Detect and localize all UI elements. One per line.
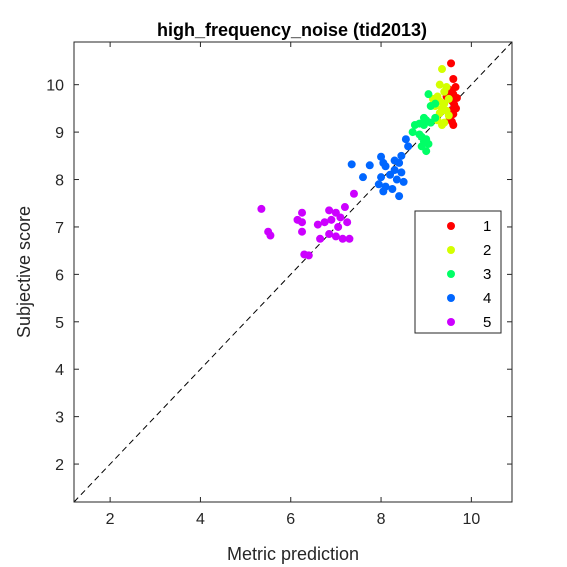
x-tick-label: 6 — [286, 511, 295, 528]
chart-title: high_frequency_noise (tid2013) — [157, 20, 427, 40]
data-point-series-5 — [338, 234, 347, 243]
data-point-series-5 — [349, 189, 358, 198]
data-point-series-3 — [422, 147, 431, 156]
data-point-series-1 — [449, 120, 458, 129]
data-point-series-3 — [426, 102, 435, 111]
legend-marker-1 — [447, 222, 455, 230]
reference-line — [73, 41, 513, 503]
x-axis-ticks: 2 4 6 8 10 — [106, 42, 480, 528]
y-tick-label: 8 — [55, 173, 64, 190]
data-point-series-5 — [257, 204, 266, 213]
data-point-series-5 — [325, 230, 334, 239]
data-point-series-3 — [431, 113, 440, 122]
y-tick-label: 4 — [55, 362, 64, 379]
y-tick-label: 5 — [55, 315, 64, 332]
data-point-series-5 — [334, 222, 343, 231]
data-point-series-2 — [435, 80, 444, 89]
data-point-series-3 — [424, 90, 433, 99]
data-point-series-5 — [313, 220, 322, 229]
data-point-series-5 — [343, 218, 352, 227]
data-point-series-3 — [424, 139, 433, 148]
y-axis-label: Subjective score — [14, 206, 34, 338]
legend-label-4: 4 — [483, 290, 491, 307]
data-point-series-1 — [449, 74, 458, 83]
legend-marker-3 — [447, 270, 455, 278]
data-point-series-4 — [365, 161, 374, 170]
y-tick-label: 10 — [46, 78, 64, 95]
data-point-series-3 — [410, 120, 419, 129]
legend-marker-4 — [447, 294, 455, 302]
data-point-series-4 — [395, 158, 404, 167]
data-point-series-4 — [395, 192, 404, 201]
legend-label-1: 1 — [483, 218, 491, 235]
data-point-series-4 — [377, 173, 386, 182]
y-tick-label: 6 — [55, 267, 64, 284]
data-point-series-4 — [401, 135, 410, 144]
plot-frame — [73, 41, 513, 503]
data-point-series-5 — [345, 234, 354, 243]
data-point-series-4 — [392, 175, 401, 184]
data-point-series-1 — [447, 59, 456, 68]
x-tick-label: 4 — [196, 511, 205, 528]
data-point-series-4 — [347, 160, 356, 169]
legend-label-3: 3 — [483, 266, 491, 283]
data-point-series-4 — [404, 142, 413, 151]
x-tick-label: 10 — [462, 511, 480, 528]
data-point-series-4 — [377, 152, 386, 161]
data-point-series-5 — [298, 218, 307, 227]
x-tick-label: 8 — [377, 511, 386, 528]
x-tick-label: 2 — [106, 511, 115, 528]
legend: 1 2 3 4 5 — [414, 210, 502, 334]
y-axis-ticks: 2 3 4 5 6 7 8 9 10 — [46, 78, 512, 474]
data-point-series-2 — [438, 120, 447, 129]
data-point-series-4 — [379, 187, 388, 196]
data-point-series-2 — [440, 87, 449, 96]
data-point-series-5 — [266, 231, 275, 240]
data-point-series-3 — [419, 120, 428, 129]
y-tick-label: 7 — [55, 220, 64, 237]
data-point-series-4 — [386, 170, 395, 179]
legend-label-2: 2 — [483, 242, 491, 259]
data-point-series-4 — [397, 168, 406, 177]
legend-marker-2 — [447, 246, 455, 254]
data-point-series-5 — [298, 227, 307, 236]
data-point-series-5 — [298, 208, 307, 217]
x-axis-label: Metric prediction — [227, 544, 359, 564]
data-point-series-5 — [325, 206, 334, 215]
data-point-series-5 — [304, 251, 313, 260]
data-point-series-5 — [331, 232, 340, 241]
data-point-series-2 — [444, 111, 453, 120]
data-point-series-5 — [320, 218, 329, 227]
data-point-series-5 — [316, 234, 325, 243]
data-point-series-5 — [327, 215, 336, 224]
y-tick-label: 9 — [55, 125, 64, 142]
data-points — [257, 59, 461, 260]
data-point-series-3 — [408, 128, 417, 137]
y-tick-label: 2 — [55, 457, 64, 474]
legend-label-5: 5 — [483, 314, 491, 331]
data-point-series-4 — [397, 151, 406, 160]
data-point-series-2 — [438, 65, 447, 74]
legend-marker-5 — [447, 318, 455, 326]
data-point-series-4 — [388, 185, 397, 194]
data-point-series-5 — [336, 213, 345, 222]
data-point-series-4 — [381, 162, 390, 171]
data-point-series-4 — [374, 180, 383, 189]
y-tick-label: 3 — [55, 410, 64, 427]
legend-box — [414, 210, 502, 334]
data-point-series-5 — [340, 203, 349, 212]
data-point-series-4 — [358, 173, 367, 182]
data-point-series-4 — [399, 177, 408, 186]
